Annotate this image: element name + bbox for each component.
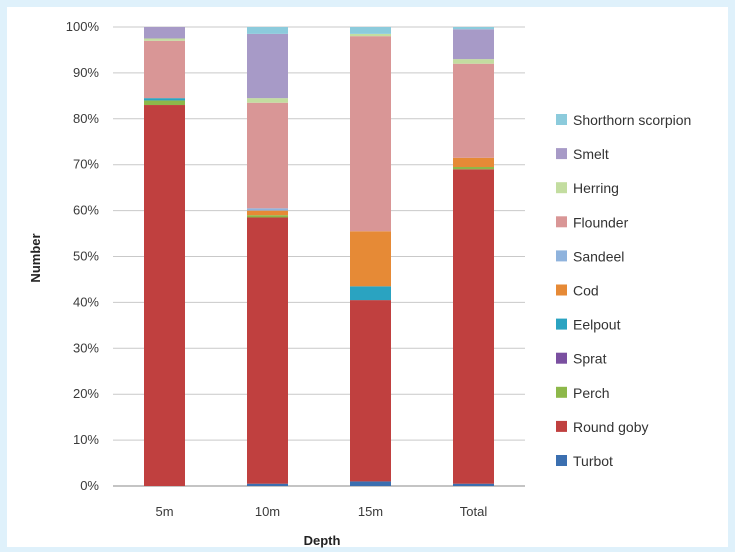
bar-segment [350, 33, 391, 37]
legend-swatch [556, 352, 567, 364]
legend-label: Turbot [573, 453, 613, 469]
bar-segment [453, 59, 494, 64]
y-tick-labels: 0% 10% 20% 30% 40% 50% 60% 70% 80% 90% 100% [66, 19, 100, 493]
x-tick-label: 5m [155, 504, 173, 519]
y-tick-label: 90% [73, 65, 99, 80]
bar-segment [247, 215, 288, 218]
legend-label: Shorthorn scorpion [573, 112, 691, 128]
bar-segment [453, 29, 494, 60]
bar-segment [350, 481, 391, 486]
legend-swatch [556, 420, 567, 432]
y-tick-label: 20% [73, 386, 99, 401]
bar-segment [350, 286, 391, 301]
bar-segment [144, 38, 185, 41]
bar-segment [144, 27, 185, 39]
bar-segment [144, 100, 185, 106]
bar-segment [453, 169, 494, 484]
legend-label: Cod [573, 283, 599, 299]
y-tick-label: 10% [73, 432, 99, 447]
bar-segment [350, 36, 391, 232]
x-tick-label: Total [460, 504, 488, 519]
bar-segment [247, 483, 288, 486]
x-axis-title: Depth [304, 533, 341, 548]
x-tick-labels: 5m 10m 15m Total [155, 504, 487, 519]
bar-segment [350, 231, 391, 287]
legend-swatch [556, 250, 567, 262]
y-tick-label: 80% [73, 111, 99, 126]
bar-segment [247, 102, 288, 209]
bar-segment [453, 166, 494, 170]
legend-swatch [556, 148, 567, 160]
legend-label: Smelt [573, 146, 609, 162]
x-tick-label: 10m [255, 504, 280, 519]
legend-label: Flounder [573, 214, 629, 230]
legend-label: Sandeel [573, 248, 624, 264]
y-tick-label: 50% [73, 249, 99, 264]
legend-swatch [556, 284, 567, 296]
y-tick-label: 60% [73, 203, 99, 218]
y-tick-label: 0% [80, 478, 99, 493]
y-tick-label: 40% [73, 294, 99, 309]
bar-segment [247, 27, 288, 34]
legend-label: Perch [573, 385, 610, 401]
bar-segment [144, 40, 185, 99]
x-tick-label: 15m [358, 504, 383, 519]
bar-segment [247, 33, 288, 99]
legend-swatch [556, 114, 567, 125]
legend-swatch [556, 182, 567, 194]
bar-segment [453, 63, 494, 158]
y-tick-label: 100% [66, 19, 100, 34]
y-axis-title: Number [28, 233, 43, 282]
legend-swatch [556, 216, 567, 228]
bar-segment [247, 217, 288, 484]
legend: Shorthorn scorpion Smelt Herring Flounder Sa… [556, 112, 691, 469]
bar-segment [453, 157, 494, 167]
legend-swatch [556, 455, 567, 466]
bars [144, 27, 494, 486]
bar-segment [144, 98, 185, 101]
legend-label: Sprat [573, 351, 607, 367]
bar-segment [453, 27, 494, 30]
y-tick-label: 70% [73, 157, 99, 172]
bar-segment [247, 208, 288, 211]
legend-swatch [556, 318, 567, 330]
legend-label: Herring [573, 180, 619, 196]
bar-segment [350, 27, 391, 34]
y-tick-label: 30% [73, 340, 99, 355]
legend-swatch [556, 386, 567, 398]
bar-segment [247, 98, 288, 103]
bar-segment [144, 105, 185, 486]
legend-label: Eelpout [573, 317, 621, 333]
bar-segment [247, 210, 288, 216]
legend-label: Round goby [573, 419, 649, 435]
bar-segment [453, 483, 494, 486]
bar-segment [350, 300, 391, 482]
